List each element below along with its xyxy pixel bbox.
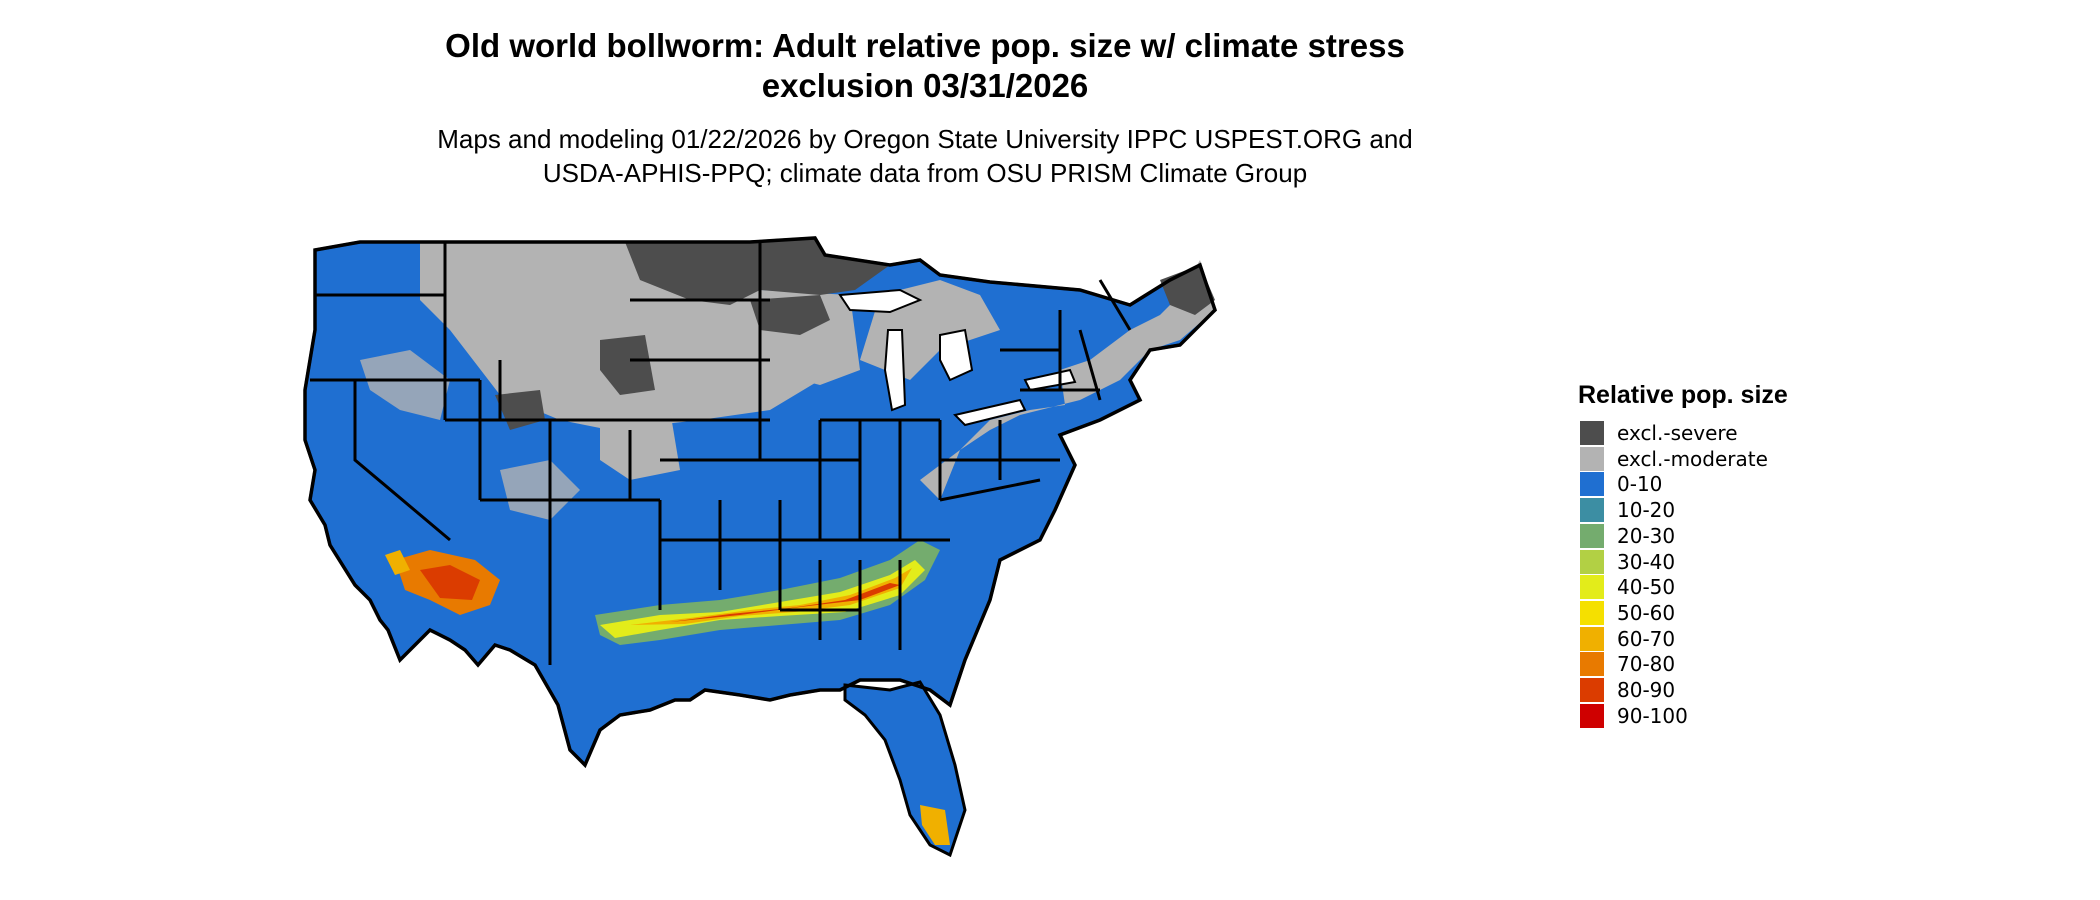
- legend-label: 20-30: [1617, 523, 1676, 548]
- legend-title: Relative pop. size: [1578, 381, 1788, 409]
- legend-swatch: [1580, 703, 1604, 728]
- legend-label: 10-20: [1617, 498, 1676, 523]
- legend-label: 40-50: [1617, 575, 1676, 600]
- legend-label: 90-100: [1617, 703, 1688, 728]
- legend-label: 50-60: [1617, 600, 1676, 625]
- legend-label: excl.-severe: [1617, 421, 1738, 445]
- legend-label: 70-80: [1617, 652, 1676, 677]
- state-borders: [310, 242, 1132, 665]
- legend-swatch: [1580, 678, 1604, 702]
- legend-label: 30-40: [1617, 549, 1676, 574]
- us-boundary-outline: [303, 236, 1218, 769]
- legend-swatch: [1580, 600, 1604, 625]
- legend-swatch: [1580, 652, 1604, 677]
- legend-label: excl.-moderate: [1617, 446, 1768, 471]
- lake-huron: [939, 328, 974, 382]
- map-subtitle-line2: USDA-APHIS-PPQ; climate data from OSU PR…: [542, 158, 1308, 188]
- legend-label: 0-10: [1617, 472, 1663, 497]
- legend-swatch: [1580, 523, 1604, 548]
- legend-swatch: [1580, 498, 1604, 523]
- lake-superior: [838, 288, 923, 314]
- map-title-line1: Old world bollworm: Adult relative pop. …: [445, 27, 1405, 64]
- lake-ontario: [1023, 368, 1077, 392]
- legend-swatch: [1580, 575, 1604, 600]
- us-map: [303, 236, 1218, 858]
- southwest-hotspots: [385, 550, 500, 615]
- legend-label: 80-90: [1617, 678, 1676, 702]
- legend-swatch: [1580, 549, 1604, 574]
- legend-swatch: [1580, 626, 1604, 651]
- map-title-line2: exclusion 03/31/2026: [761, 67, 1089, 104]
- legend-swatch: [1580, 446, 1604, 471]
- legend-swatch: [1580, 472, 1604, 497]
- southern-gradient-band: [595, 540, 940, 645]
- south-florida-hotspot: [920, 805, 950, 845]
- great-lakes: [838, 288, 1077, 427]
- legend-label: 60-70: [1617, 626, 1676, 651]
- lake-erie: [953, 398, 1027, 427]
- lake-michigan: [883, 329, 907, 412]
- map-subtitle-line1: Maps and modeling 01/22/2026 by Oregon S…: [437, 124, 1413, 154]
- legend-swatch: [1580, 421, 1604, 445]
